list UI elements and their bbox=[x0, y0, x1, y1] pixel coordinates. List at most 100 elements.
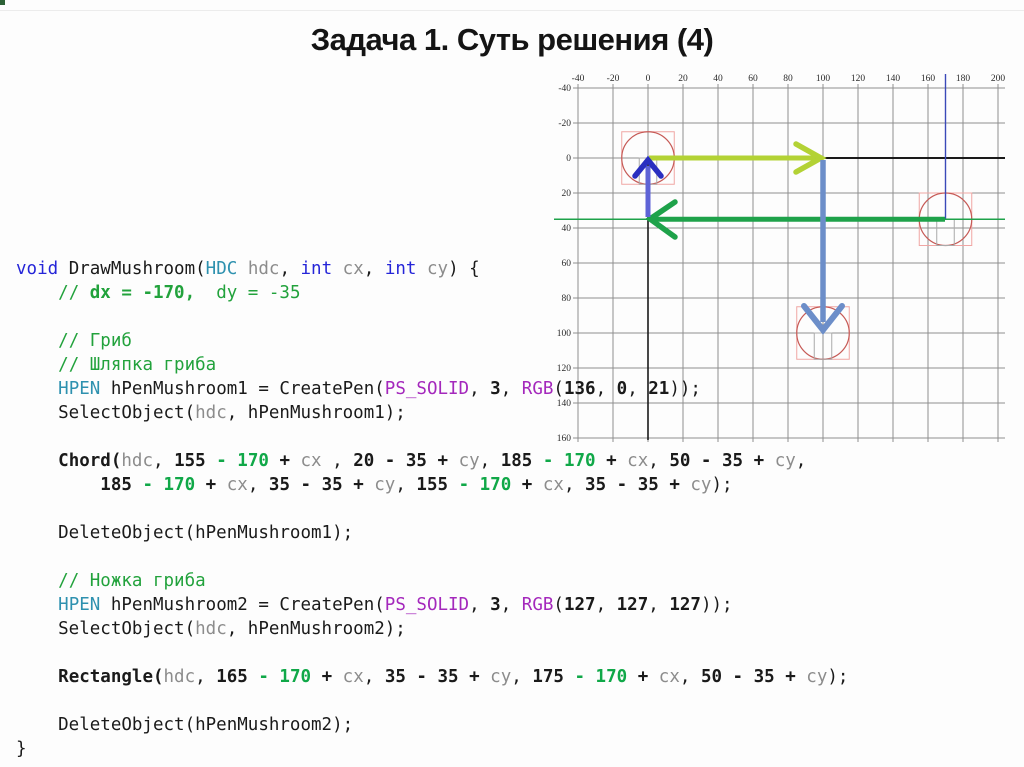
axis-tick-labels: -40 -20 0 20 40 60 80 100 120 140 160 180 200-40-200… bbox=[557, 74, 1006, 444]
code-token: ( bbox=[553, 595, 564, 615]
y-tick-label: 60 bbox=[562, 259, 572, 269]
code-token: 35 - 35 + bbox=[585, 475, 691, 495]
code-token: DeleteObject(hPenMushroom2); bbox=[16, 715, 354, 735]
code-token: , bbox=[679, 667, 701, 687]
code-token: 50 - 35 + bbox=[700, 667, 807, 687]
code-token: 136 bbox=[563, 379, 596, 399]
code-token: , bbox=[469, 595, 491, 615]
code-token: , bbox=[247, 475, 269, 495]
code-token: dx = -170, bbox=[89, 283, 196, 303]
code-token: hPenMushroom2 = CreatePen( bbox=[100, 595, 385, 615]
code-token: cy bbox=[426, 259, 449, 279]
grid-lines bbox=[573, 84, 1005, 442]
code-token: , bbox=[321, 451, 354, 471]
code-token: + bbox=[311, 667, 343, 687]
code-token: + bbox=[627, 667, 659, 687]
code-token: 20 - 35 + bbox=[353, 451, 459, 471]
code-token: , bbox=[363, 259, 385, 279]
code-token: 175 bbox=[532, 667, 575, 687]
code-token: 165 bbox=[216, 667, 259, 687]
code-token: dy = -35 bbox=[195, 283, 301, 303]
mushroom-leg-source bbox=[936, 218, 955, 246]
code-token: , bbox=[152, 451, 175, 471]
code-token: PS_SOLID bbox=[384, 379, 470, 399]
code-token: , bbox=[500, 595, 522, 615]
code-token: cx bbox=[627, 451, 649, 471]
code-token: DeleteObject(hPenMushroom1); bbox=[16, 523, 354, 543]
code-token: - 170 bbox=[216, 451, 269, 471]
top-border-line bbox=[0, 10, 1024, 11]
code-token bbox=[16, 331, 58, 351]
y-tick-label: 20 bbox=[562, 189, 572, 199]
code-token: , bbox=[595, 595, 617, 615]
x-tick-label: 0 bbox=[646, 74, 651, 84]
code-token bbox=[16, 667, 58, 687]
code-token: 3 bbox=[490, 595, 501, 615]
code-token bbox=[16, 283, 58, 303]
dx-right-arrow-head bbox=[793, 141, 827, 175]
grid-canvas: -40 -20 0 20 40 60 80 100 120 140 160 180 200-40-200… bbox=[554, 74, 1006, 444]
code-token: cx bbox=[226, 475, 248, 495]
code-token: // bbox=[58, 283, 90, 303]
code-token: , bbox=[627, 379, 649, 399]
code-token: 185 bbox=[100, 475, 143, 495]
code-token: // Ножка гриба bbox=[58, 571, 206, 591]
code-token bbox=[16, 379, 58, 399]
code-token: , bbox=[648, 451, 670, 471]
code-token: SelectObject( bbox=[16, 619, 196, 639]
code-token: , hPenMushroom1); bbox=[226, 403, 406, 423]
code-token: )); bbox=[700, 595, 733, 615]
code-token: PS_SOLID bbox=[384, 595, 470, 615]
code-token: , bbox=[363, 667, 385, 687]
x-tick-label: 180 bbox=[956, 74, 971, 84]
code-token: int bbox=[384, 259, 417, 279]
code-token: , bbox=[563, 475, 586, 495]
code-token: - 170 bbox=[258, 667, 312, 687]
code-token: 185 bbox=[500, 451, 543, 471]
code-token: cy bbox=[374, 475, 396, 495]
code-token: cx bbox=[658, 667, 680, 687]
y-tick-label: 160 bbox=[557, 434, 572, 444]
code-token: 127 bbox=[563, 595, 596, 615]
dx-left-arrow-head bbox=[645, 199, 678, 240]
x-tick-label: 200 bbox=[991, 74, 1006, 84]
code-token: , bbox=[195, 667, 217, 687]
code-token: hPenMushroom1 = CreatePen( bbox=[100, 379, 385, 399]
code-token: hdc bbox=[195, 403, 227, 423]
code-token bbox=[237, 259, 248, 279]
y-tick-label: 80 bbox=[562, 294, 572, 304]
code-token: // Гриб bbox=[58, 331, 132, 351]
y-tick-label: 140 bbox=[557, 399, 572, 409]
code-token bbox=[16, 451, 58, 471]
code-token: SelectObject( bbox=[16, 403, 196, 423]
code-token: int bbox=[300, 259, 333, 279]
code-token: 35 - 35 + bbox=[268, 475, 375, 495]
code-token: 155 bbox=[174, 451, 217, 471]
x-tick-label: 160 bbox=[921, 74, 936, 84]
x-tick-label: -20 bbox=[607, 74, 620, 84]
page-title: Задача 1. Суть решения (4) bbox=[310, 22, 714, 57]
code-token: cx bbox=[342, 259, 364, 279]
code-token bbox=[16, 475, 100, 495]
code-token: , hPenMushroom2); bbox=[226, 619, 406, 639]
code-token: , bbox=[395, 475, 417, 495]
x-tick-label: 80 bbox=[783, 74, 793, 84]
code-token: hdc bbox=[247, 259, 280, 279]
dy-down-arrow-head bbox=[801, 303, 845, 335]
code-token: RGB bbox=[521, 595, 554, 615]
code-token: , bbox=[279, 259, 301, 279]
code-token bbox=[16, 595, 58, 615]
code-token: hdc bbox=[195, 619, 227, 639]
code-token: } bbox=[16, 739, 27, 759]
code-token bbox=[16, 571, 58, 591]
code-token: 3 bbox=[490, 379, 501, 399]
code-token: - 170 bbox=[542, 451, 596, 471]
code-token: ); bbox=[711, 475, 733, 495]
code-token: cy bbox=[774, 451, 796, 471]
x-tick-label: 20 bbox=[678, 74, 688, 84]
code-token: ( bbox=[553, 379, 564, 399]
code-token: 35 - 35 + bbox=[384, 667, 491, 687]
code-token: cy bbox=[490, 667, 512, 687]
code-token: ) { bbox=[448, 259, 480, 279]
